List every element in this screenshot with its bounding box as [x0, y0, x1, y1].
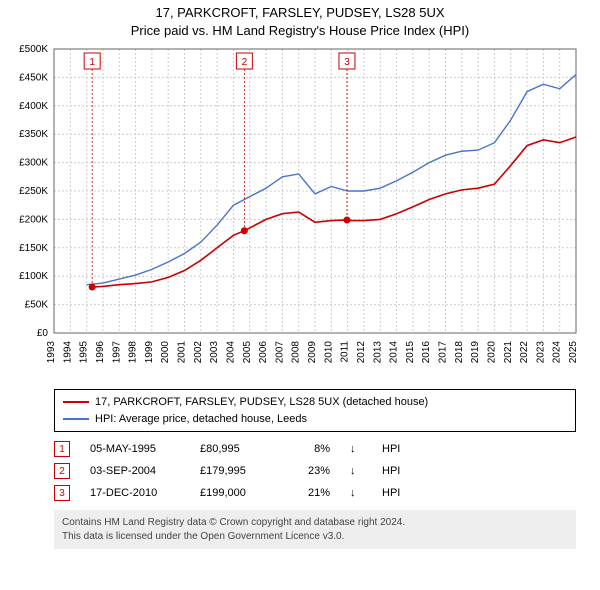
x-tick-label: 2022 [519, 341, 530, 364]
sale-dot [241, 227, 248, 234]
y-tick-label: £300K [19, 158, 48, 169]
y-tick-label: £500K [19, 44, 48, 55]
legend-swatch [63, 401, 89, 403]
y-tick-label: £150K [19, 243, 48, 254]
x-tick-label: 2024 [552, 341, 563, 364]
chart-area: £0 £50K £100K £150K £200K £250K £300K £350K £400… [0, 41, 600, 381]
title-address: 17, PARKCROFT, FARSLEY, PUDSEY, LS28 5UX [0, 4, 600, 22]
x-tick-label: 2025 [568, 341, 579, 364]
legend: 17, PARKCROFT, FARSLEY, PUDSEY, LS28 5UX… [54, 389, 576, 432]
down-arrow-icon: ↓ [350, 487, 362, 499]
sale-price: £199,000 [200, 487, 270, 499]
x-tick-label: 2011 [340, 341, 351, 363]
x-tick-label: 1998 [128, 341, 139, 364]
footer-line2: This data is licensed under the Open Gov… [62, 530, 568, 544]
x-tick-label: 2000 [160, 341, 171, 364]
y-tick-label: £0 [37, 328, 49, 339]
sale-date: 03-SEP-2004 [90, 465, 180, 477]
legend-item: HPI: Average price, detached house, Leed… [63, 411, 567, 428]
sale-hpi-label: HPI [382, 487, 412, 499]
x-tick-label: 2012 [356, 341, 367, 364]
sale-marker-number: 2 [242, 57, 248, 68]
x-tick-label: 2013 [372, 341, 383, 364]
sale-pct: 8% [290, 443, 330, 455]
x-tick-label: 1994 [62, 341, 73, 364]
sale-row-marker: 1 [54, 441, 70, 457]
x-tick-label: 2004 [225, 341, 236, 364]
sale-date: 17-DEC-2010 [90, 487, 180, 499]
sale-row-marker: 3 [54, 485, 70, 501]
x-tick-label: 1995 [79, 341, 90, 364]
x-tick-label: 1993 [46, 341, 57, 364]
x-tick-label: 2017 [438, 341, 449, 364]
y-tick-label: £450K [19, 72, 48, 83]
x-tick-label: 2018 [454, 341, 465, 364]
x-tick-label: 2006 [258, 341, 269, 364]
sale-hpi-label: HPI [382, 443, 412, 455]
y-tick-label: £100K [19, 271, 48, 282]
y-tick-label: £200K [19, 214, 48, 225]
sale-row: 2 03-SEP-2004 £179,995 23% ↓ HPI [54, 460, 576, 482]
sale-marker-number: 3 [344, 57, 350, 68]
x-tick-label: 1996 [95, 341, 106, 364]
legend-item: 17, PARKCROFT, FARSLEY, PUDSEY, LS28 5UX… [63, 394, 567, 411]
x-tick-label: 2005 [242, 341, 253, 364]
x-tick-label: 1999 [144, 341, 155, 364]
down-arrow-icon: ↓ [350, 465, 362, 477]
legend-label: HPI: Average price, detached house, Leed… [95, 411, 307, 428]
sale-marker-number: 1 [89, 57, 95, 68]
sale-row: 3 17-DEC-2010 £199,000 21% ↓ HPI [54, 482, 576, 504]
x-tick-label: 2019 [470, 341, 481, 364]
line-chart: £0 £50K £100K £150K £200K £250K £300K £350K £400… [0, 41, 600, 381]
x-tick-label: 2014 [389, 341, 400, 364]
sale-row-marker: 2 [54, 463, 70, 479]
legend-swatch [63, 418, 89, 420]
x-tick-label: 2008 [291, 341, 302, 364]
x-tick-label: 2001 [177, 341, 188, 364]
title-subtitle: Price paid vs. HM Land Registry's House … [0, 22, 600, 40]
sale-price: £179,995 [200, 465, 270, 477]
y-tick-label: £400K [19, 101, 48, 112]
y-tick-label: £50K [25, 300, 49, 311]
x-tick-label: 2023 [535, 341, 546, 364]
sale-row: 1 05-MAY-1995 £80,995 8% ↓ HPI [54, 438, 576, 460]
chart-titles: 17, PARKCROFT, FARSLEY, PUDSEY, LS28 5UX… [0, 0, 600, 41]
x-tick-label: 2021 [503, 341, 514, 364]
x-tick-label: 2003 [209, 341, 220, 364]
x-tick-label: 2010 [323, 341, 334, 364]
sale-date: 05-MAY-1995 [90, 443, 180, 455]
x-tick-label: 2009 [307, 341, 318, 364]
x-tick-label: 2007 [274, 341, 285, 364]
sales-table: 1 05-MAY-1995 £80,995 8% ↓ HPI 2 03-SEP-2004 £17… [54, 438, 576, 504]
x-tick-label: 2015 [405, 341, 416, 364]
sale-price: £80,995 [200, 443, 270, 455]
sale-dot [89, 284, 96, 291]
y-tick-label: £250K [19, 186, 48, 197]
sale-pct: 21% [290, 487, 330, 499]
footer-line1: Contains HM Land Registry data © Crown c… [62, 516, 568, 530]
x-tick-label: 1997 [111, 341, 122, 364]
x-tick-label: 2020 [486, 341, 497, 364]
sale-hpi-label: HPI [382, 465, 412, 477]
legend-label: 17, PARKCROFT, FARSLEY, PUDSEY, LS28 5UX… [95, 394, 428, 411]
attribution-footer: Contains HM Land Registry data © Crown c… [54, 510, 576, 549]
sale-pct: 23% [290, 465, 330, 477]
down-arrow-icon: ↓ [350, 443, 362, 455]
sale-dot [343, 217, 350, 224]
series-line [92, 137, 576, 287]
x-tick-label: 2016 [421, 341, 432, 364]
y-tick-label: £350K [19, 129, 48, 140]
x-tick-label: 2002 [193, 341, 204, 364]
